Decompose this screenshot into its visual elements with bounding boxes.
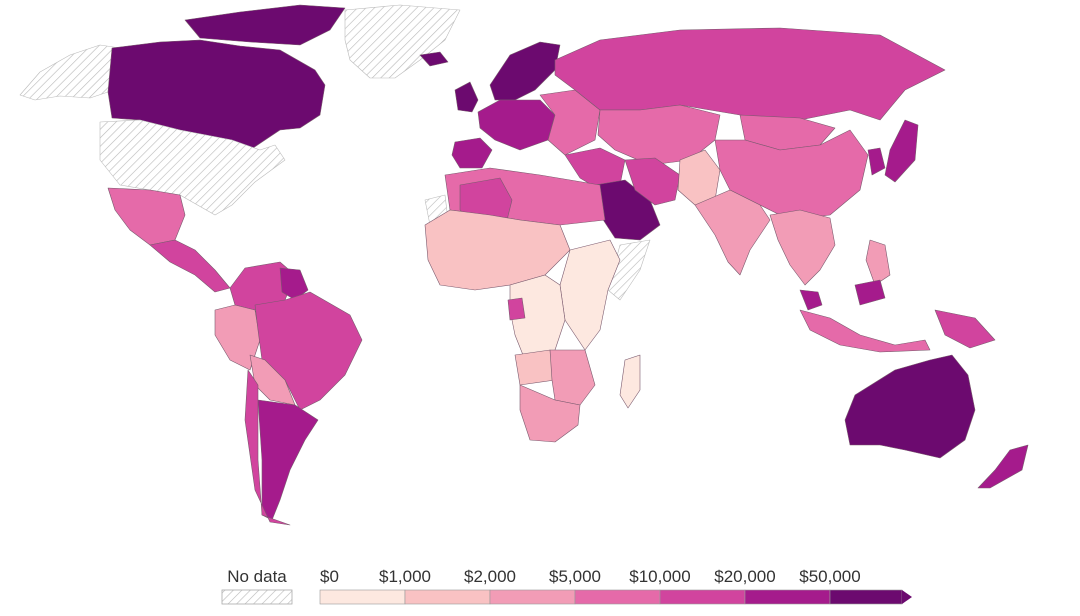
region-south-africa [519, 384, 581, 443]
legend-no-data-label: No data [227, 567, 287, 586]
region-canadian-arctic [184, 4, 346, 46]
legend-color-scale [319, 589, 912, 605]
legend-arrow-tip [902, 590, 912, 604]
region-canada [107, 39, 326, 151]
region-new-zealand [977, 444, 1029, 489]
region-madagascar [619, 354, 641, 409]
region-iberia [451, 137, 493, 169]
legend-bin-label-1: $1,000 [379, 567, 431, 586]
legend-bin-labels: $0 $1,000 $2,000 $5,000 $10,000 $20,000 $50,00… [320, 567, 861, 586]
legend-bin-label-0: $0 [320, 567, 339, 586]
region-new-guinea [934, 309, 996, 349]
legend-swatch-5 [744, 589, 831, 605]
region-greenland [344, 4, 461, 79]
region-iceland [419, 51, 449, 67]
legend-bin-label-2: $2,000 [464, 567, 516, 586]
legend-swatch-3 [574, 589, 661, 605]
region-philippines [865, 239, 891, 286]
legend-swatch-6 [829, 589, 903, 605]
region-indonesia [799, 309, 931, 353]
legend-bin-label-6: $50,000 [799, 567, 860, 586]
region-peru [214, 304, 261, 371]
region-east-africa [559, 239, 621, 351]
region-argentina [257, 399, 319, 521]
region-western-europe [477, 99, 556, 151]
region-usa [99, 119, 286, 216]
region-southeast-asia [769, 209, 836, 286]
region-brazil [254, 291, 363, 411]
map-legend: No data $0 $1,000 $2,000 $5,000 $10,000 $20,0… [221, 567, 912, 605]
region-west-africa [424, 209, 571, 291]
region-kazakhstan-central-asia [597, 104, 721, 166]
legend-swatch-2 [489, 589, 576, 605]
legend-bin-label-5: $20,000 [714, 567, 775, 586]
legend-bin-label-3: $5,000 [549, 567, 601, 586]
region-southern-africa [549, 349, 596, 406]
legend-swatch-4 [659, 589, 746, 605]
region-gabon [507, 297, 526, 321]
region-scandinavia [489, 41, 561, 101]
region-malaysia [799, 279, 886, 311]
region-russia [554, 27, 946, 121]
region-angola [514, 349, 556, 386]
region-uk-ireland [454, 81, 479, 113]
legend-swatch-0 [319, 589, 406, 605]
region-japan [884, 119, 919, 183]
region-central-america [149, 239, 231, 293]
region-korea [867, 147, 886, 176]
legend-swatch-1 [404, 589, 491, 605]
region-mexico [107, 187, 186, 246]
region-australia [844, 354, 976, 459]
region-iran [624, 157, 681, 206]
region-alaska [19, 44, 121, 101]
legend-bin-label-4: $10,000 [629, 567, 690, 586]
legend-no-data-swatch [221, 589, 293, 605]
region-india [694, 189, 771, 276]
region-chile [244, 369, 291, 526]
